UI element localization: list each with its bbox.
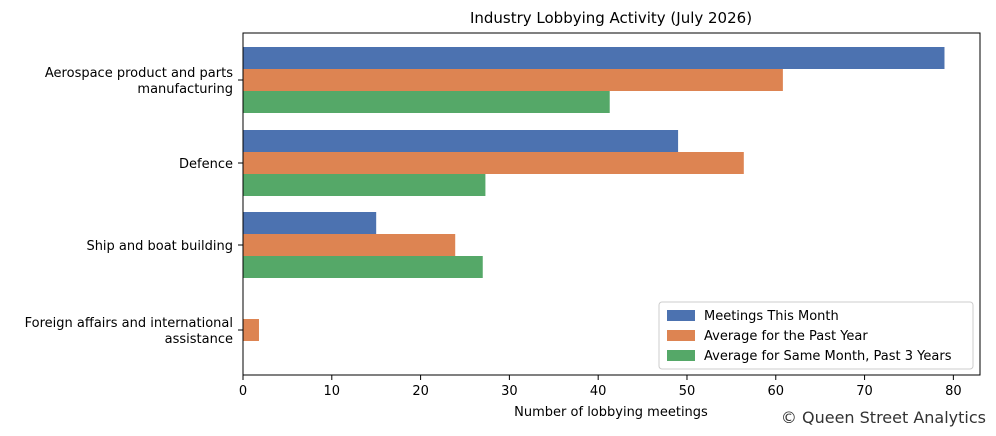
chart-title: Industry Lobbying Activity (July 2026) xyxy=(470,9,752,27)
y-axis: Aerospace product and partsmanufacturing… xyxy=(25,66,243,347)
x-tick-label: 60 xyxy=(767,384,784,399)
legend-swatch xyxy=(667,350,695,361)
bars-layer xyxy=(243,47,945,341)
x-tick-label: 20 xyxy=(412,384,429,399)
x-tick-label: 10 xyxy=(324,384,341,399)
credit-text: © Queen Street Analytics xyxy=(781,408,986,427)
x-tick-label: 30 xyxy=(501,384,518,399)
y-tick-label: Foreign affairs and international xyxy=(25,316,233,331)
bar-1-1 xyxy=(243,152,744,174)
bar-0-2 xyxy=(243,91,610,113)
x-tick-label: 70 xyxy=(856,384,873,399)
legend-box xyxy=(658,301,974,370)
bar-0-1 xyxy=(243,69,783,91)
y-tick-label: manufacturing xyxy=(137,82,233,97)
bar-1-2 xyxy=(243,174,486,196)
bar-3-1 xyxy=(243,319,259,341)
legend-label: Average for the Past Year xyxy=(704,329,868,344)
x-axis: 0 10 20 30 40 50 60 70 80 xyxy=(239,375,962,399)
legend: Meetings This Month Average for the Past … xyxy=(658,301,974,370)
y-tick-label: Defence xyxy=(179,157,233,172)
plot-frame xyxy=(242,32,981,376)
legend-label: Meetings This Month xyxy=(704,309,839,324)
y-tick-label: Aerospace product and parts xyxy=(45,66,233,81)
legend-swatch xyxy=(667,310,695,321)
bar-2-2 xyxy=(243,256,483,278)
bar-2-0 xyxy=(243,212,377,234)
y-tick-label: Ship and boat building xyxy=(86,239,233,254)
x-tick-label: 0 xyxy=(239,384,247,399)
bar-1-0 xyxy=(243,130,679,152)
x-tick-label: 50 xyxy=(679,384,696,399)
x-tick-label: 40 xyxy=(590,384,607,399)
legend-swatch xyxy=(667,330,695,341)
bar-2-1 xyxy=(243,234,456,256)
bar-0-0 xyxy=(243,47,945,69)
legend-label: Average for Same Month, Past 3 Years xyxy=(704,349,952,364)
y-tick-label: assistance xyxy=(165,332,233,347)
x-tick-label: 80 xyxy=(945,384,962,399)
x-axis-label: Number of lobbying meetings xyxy=(514,405,708,420)
